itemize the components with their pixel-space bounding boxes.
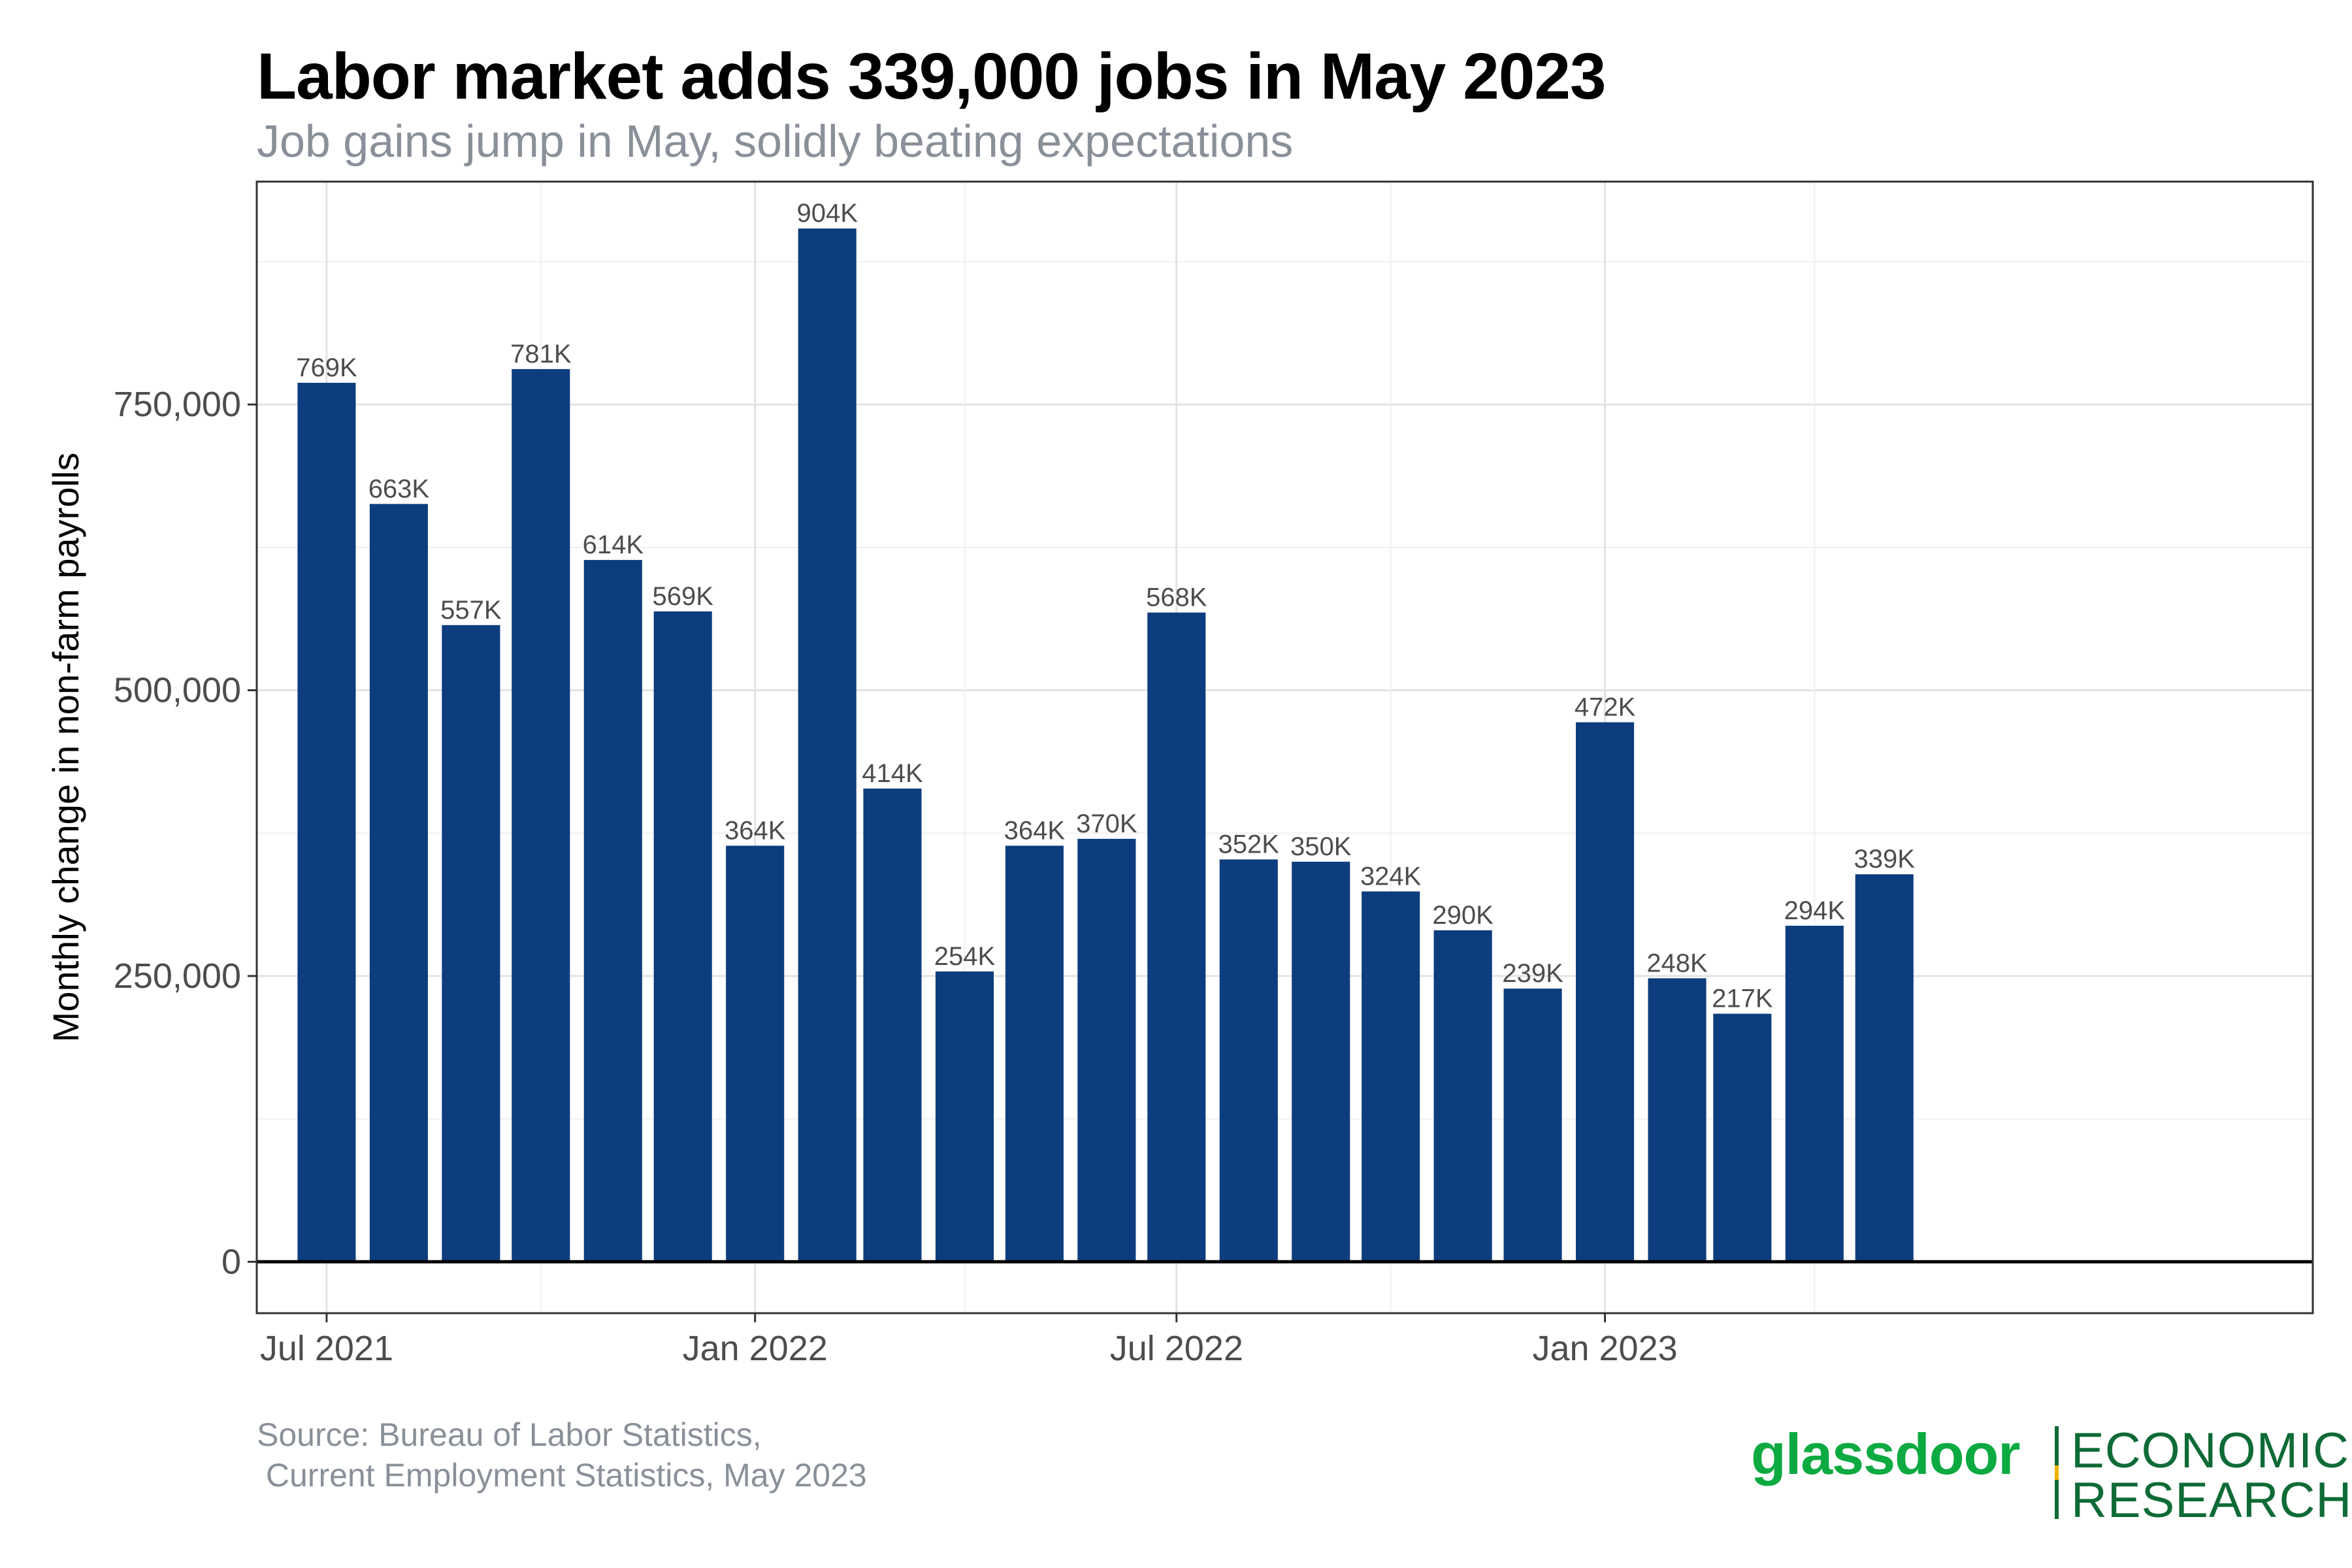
data-label: 324K — [1360, 862, 1422, 890]
bar — [1503, 988, 1562, 1262]
y-tick-label: 750,000 — [114, 385, 241, 424]
data-label: 254K — [934, 942, 996, 971]
bar — [935, 971, 994, 1262]
data-label: 569K — [652, 582, 713, 611]
data-label: 364K — [1004, 816, 1066, 845]
bar — [583, 560, 642, 1262]
logo-line-research: RESEARCH — [2071, 1473, 2352, 1528]
bar — [653, 611, 712, 1262]
data-label: 350K — [1290, 832, 1352, 861]
panel-border — [255, 180, 2314, 1315]
x-tick-label: Jan 2022 — [683, 1329, 828, 1368]
bar — [1077, 838, 1136, 1262]
y-tick-label: 0 — [221, 1242, 241, 1281]
data-label: 217K — [1712, 985, 1773, 1013]
bar — [1575, 722, 1635, 1262]
data-label: 781K — [510, 340, 572, 368]
logo-wordmark: glassdoor — [1751, 1422, 2021, 1486]
data-label: 352K — [1218, 830, 1280, 858]
data-label: 557K — [440, 596, 502, 625]
source-note: Source: Bureau of Labor Statistics, Curr… — [257, 1414, 867, 1495]
data-label: 614K — [583, 531, 644, 559]
chart-subtitle: Job gains jump in May, solidly beating e… — [257, 116, 1294, 167]
chart-title: Labor market adds 339,000 jobs in May 20… — [257, 40, 1607, 113]
data-label: 239K — [1502, 959, 1563, 988]
bar — [369, 504, 428, 1262]
source-line-1: Source: Bureau of Labor Statistics, — [257, 1416, 762, 1453]
bar — [798, 228, 857, 1262]
bar — [1147, 612, 1206, 1262]
data-label: 414K — [862, 759, 923, 788]
y-tick-label: 250,000 — [114, 956, 241, 996]
bar — [1855, 874, 1914, 1262]
bar — [1292, 861, 1350, 1262]
bar — [1219, 859, 1278, 1262]
source-line-2: Current Employment Statistics, May 2023 — [257, 1457, 867, 1494]
bar — [1648, 978, 1707, 1262]
bar — [863, 788, 922, 1262]
x-tick-label: Jul 2021 — [260, 1329, 393, 1368]
data-label: 290K — [1432, 901, 1494, 930]
data-label: 904K — [796, 199, 858, 228]
data-label: 294K — [1784, 896, 1846, 925]
bar — [1713, 1013, 1772, 1262]
x-tick-label: Jan 2023 — [1532, 1329, 1677, 1368]
bar — [297, 382, 356, 1262]
bar — [1362, 891, 1420, 1262]
y-axis-title: Monthly change in non-farm payrolls — [45, 453, 86, 1043]
data-label: 364K — [725, 816, 786, 845]
bar — [726, 845, 785, 1262]
data-label: 370K — [1076, 809, 1137, 838]
logo-line-economic: ECONOMIC — [2071, 1423, 2349, 1478]
bar — [1785, 925, 1844, 1262]
data-label: 663K — [368, 474, 430, 503]
data-labels: 769K 663K 557K 781K 614K 569K 364K 904K 414K 254K… — [296, 199, 1915, 1013]
data-label: 769K — [296, 353, 357, 382]
data-label: 568K — [1146, 583, 1207, 612]
bar — [1433, 930, 1492, 1262]
data-label: 248K — [1646, 949, 1708, 977]
data-label: 472K — [1575, 693, 1636, 722]
bars — [297, 228, 1914, 1262]
bar — [512, 368, 570, 1262]
logo-divider-accent — [2055, 1465, 2059, 1480]
x-tick-label: Jul 2022 — [1110, 1329, 1243, 1368]
bar — [442, 625, 500, 1262]
y-tick-label: 500,000 — [114, 671, 241, 710]
data-label: 339K — [1854, 845, 1916, 874]
bar — [1005, 845, 1064, 1262]
axes: 0 250,000 500,000 750,000 Jul 2021 Jan 2022 Ju… — [45, 180, 2314, 1368]
